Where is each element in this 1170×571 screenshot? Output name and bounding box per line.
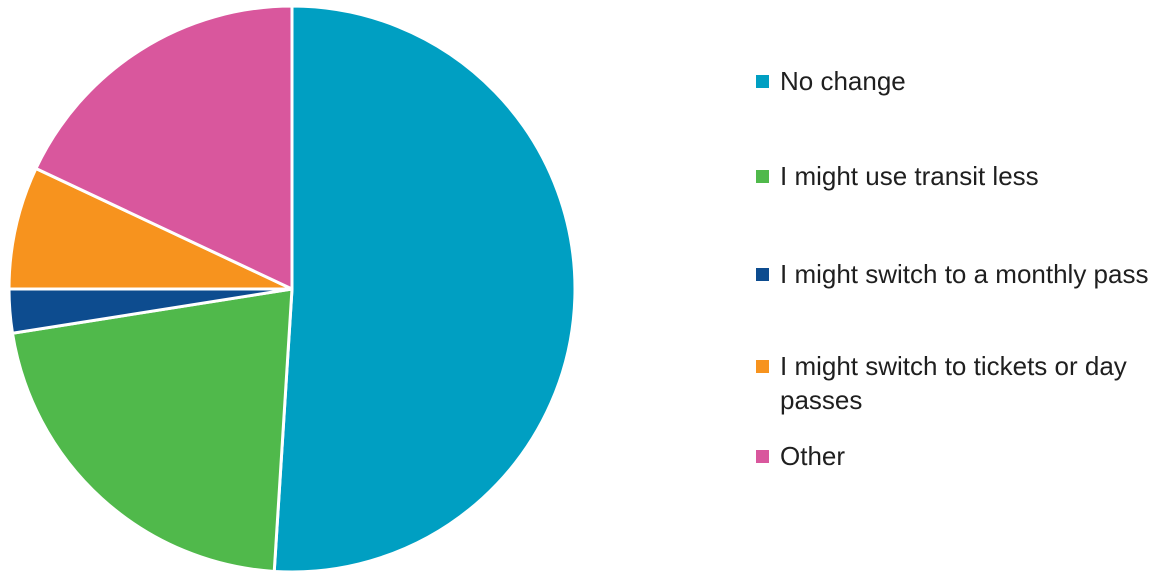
legend-label: I might switch to tickets or day passes xyxy=(780,351,1127,415)
legend-item-other: Other xyxy=(756,439,1160,473)
legend-label: No change xyxy=(780,66,906,96)
legend-swatch xyxy=(756,75,769,88)
legend-label: Other xyxy=(780,441,846,471)
pie-chart xyxy=(7,4,577,571)
legend-item-tickets-day-passes: I might switch to tickets or day passes xyxy=(756,349,1160,417)
legend-swatch xyxy=(756,450,769,463)
legend-swatch xyxy=(756,360,769,373)
legend-item-monthly-pass: I might switch to a monthly pass xyxy=(756,257,1160,291)
legend-item-transit-less: I might use transit less xyxy=(756,159,1160,193)
legend-item-no-change: No change xyxy=(756,64,1160,98)
legend-label: I might switch to a monthly pass xyxy=(780,259,1149,289)
pie-slice-i-might-switch-to-tickets-or-day-passes xyxy=(7,167,294,291)
pie-slice-other xyxy=(34,4,294,291)
pie-slice-no-change xyxy=(272,4,577,571)
legend-swatch xyxy=(756,268,769,281)
pie-slice-i-might-use-transit-less xyxy=(10,287,294,571)
legend-label: I might use transit less xyxy=(780,161,1039,191)
legend-swatch xyxy=(756,170,769,183)
